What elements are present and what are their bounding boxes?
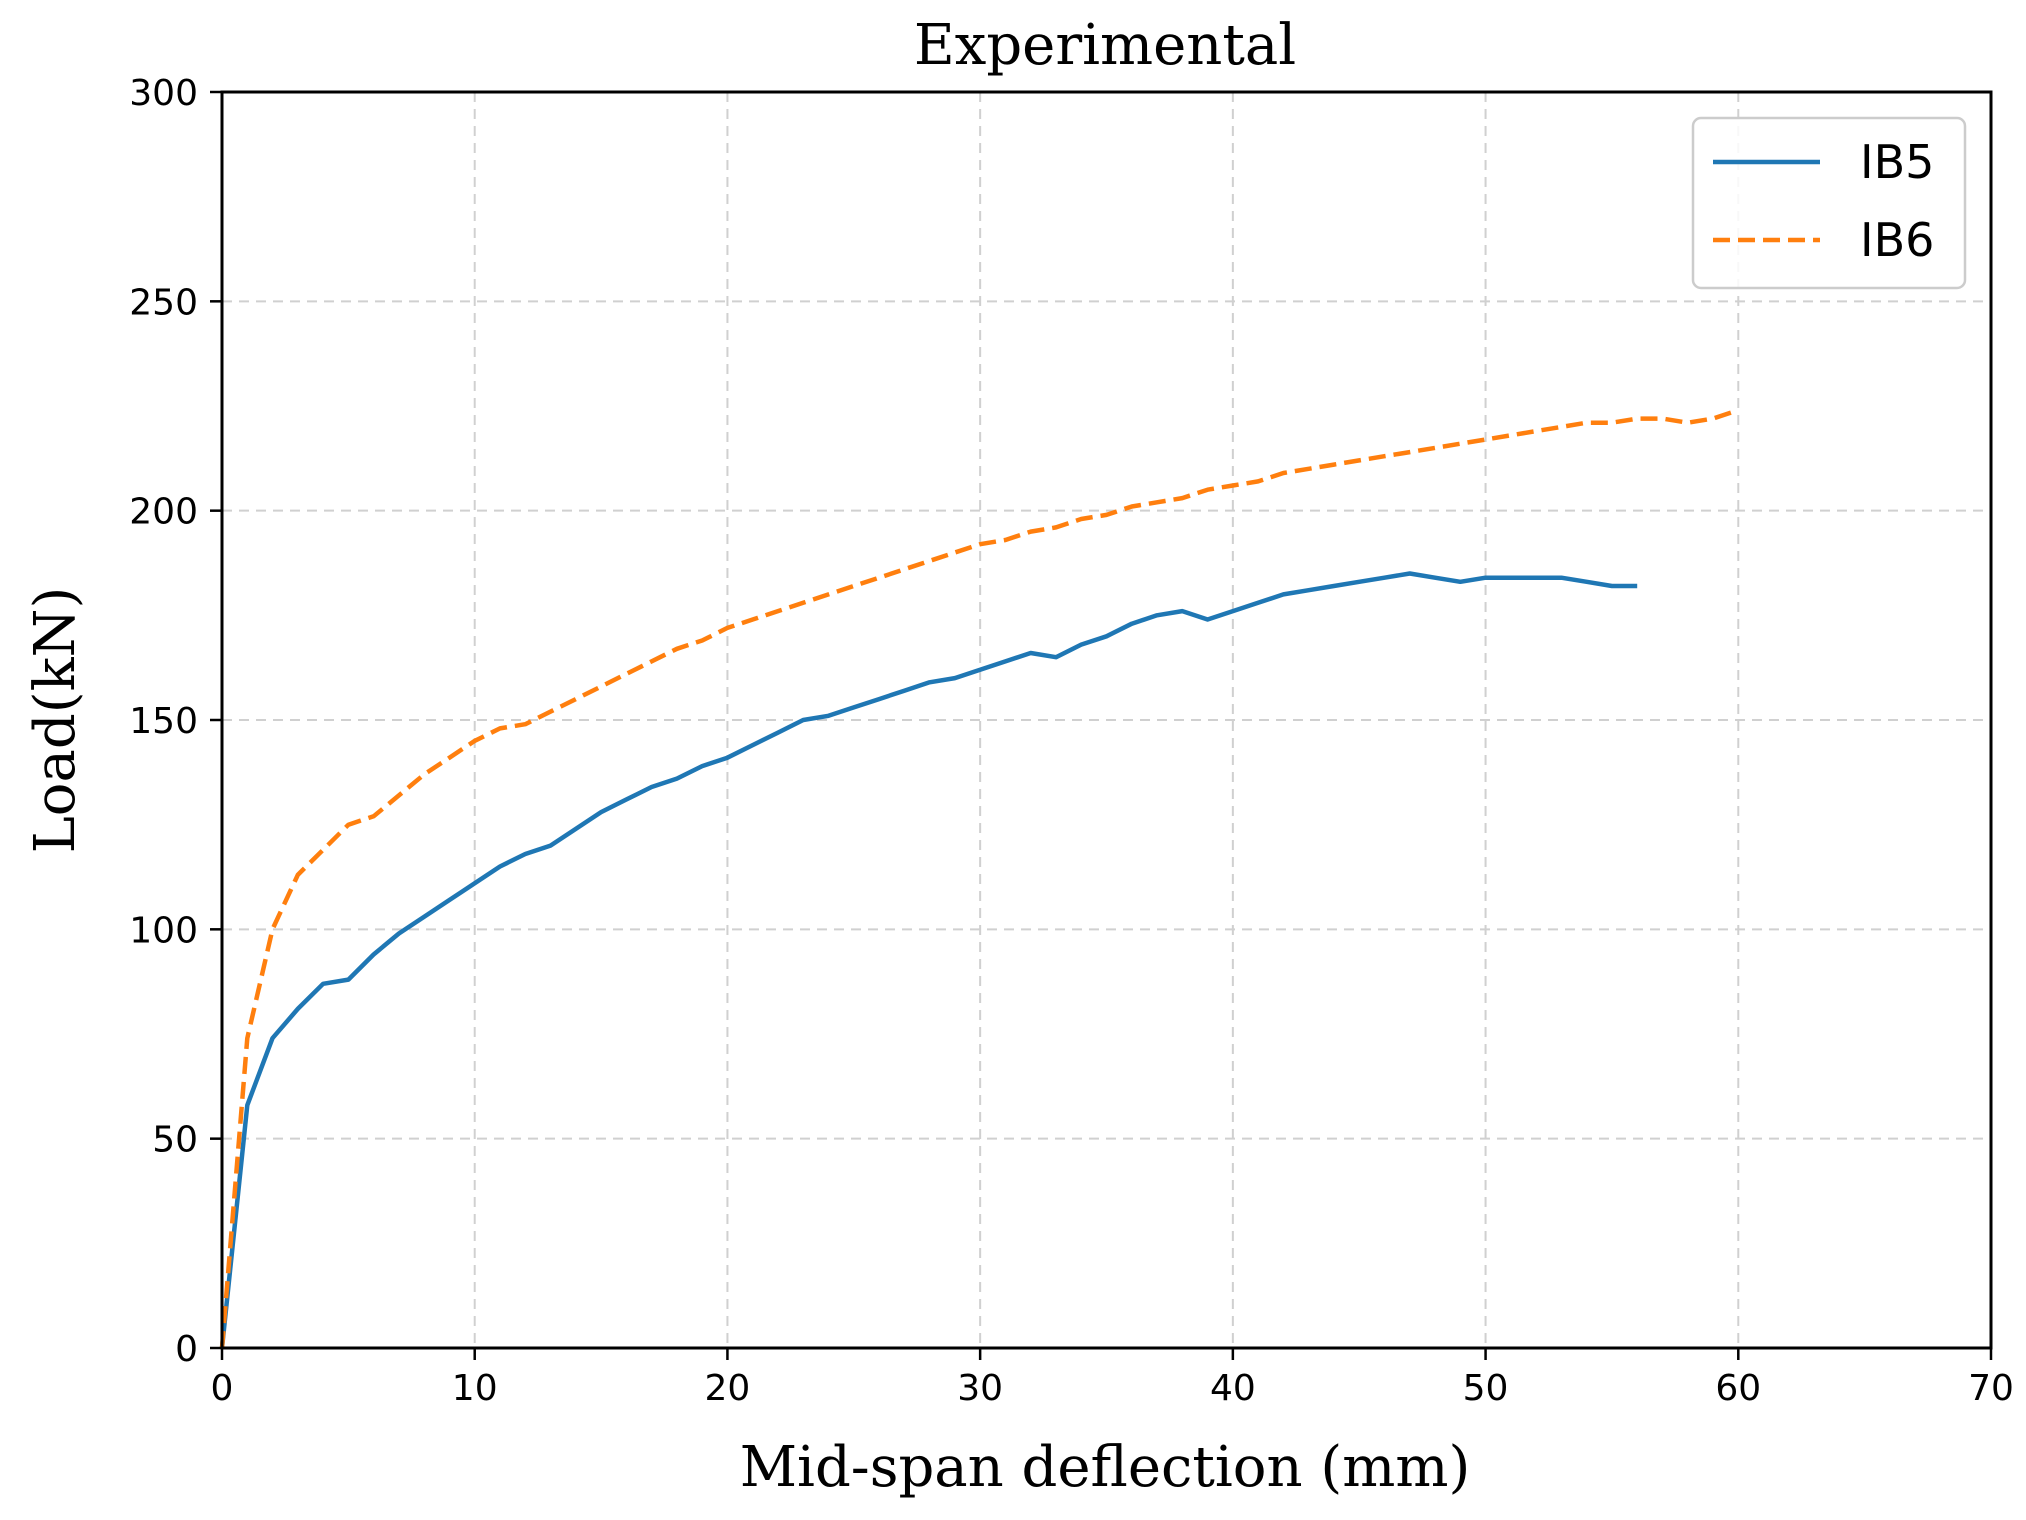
x-tick-label: 60	[1715, 1368, 1761, 1409]
x-tick-label: 70	[1968, 1368, 2014, 1409]
series-line-ib5	[219, 571, 1638, 1349]
x-tick-label: 10	[452, 1368, 498, 1409]
x-axis-ticks: 0 10 20 30 40 50 60 70	[211, 1348, 2014, 1409]
y-tick-label: 300	[129, 73, 198, 114]
legend-label-ib6: IB6	[1860, 213, 1934, 267]
y-axis-title: Load(kN)	[23, 587, 88, 854]
y-tick-label: 50	[152, 1120, 198, 1161]
y-tick-label: 250	[129, 282, 198, 323]
series-line-ib6	[219, 408, 1740, 1349]
y-tick-label: 0	[175, 1329, 198, 1370]
x-tick-label: 40	[1210, 1368, 1256, 1409]
x-axis-title: Mid-span deflection (mm)	[740, 1435, 1471, 1500]
x-tick-label: 30	[957, 1368, 1003, 1409]
y-tick-label: 150	[129, 701, 198, 742]
legend-label-ib5: IB5	[1860, 135, 1934, 189]
x-tick-label: 0	[211, 1368, 234, 1409]
y-tick-label: 200	[129, 492, 198, 533]
series-layer	[219, 408, 1740, 1349]
x-tick-label: 20	[705, 1368, 751, 1409]
x-tick-label: 50	[1463, 1368, 1509, 1409]
chart-title: Experimental	[914, 13, 1296, 78]
y-axis-ticks: 0 50 100 150 200 250 300	[129, 73, 222, 1370]
grid	[222, 92, 1991, 1348]
y-tick-label: 100	[129, 910, 198, 951]
